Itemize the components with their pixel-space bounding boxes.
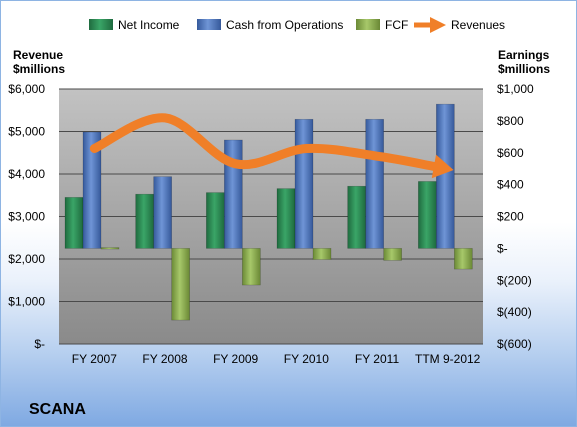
bar-fcf xyxy=(383,248,402,261)
right-tick-label: $600 xyxy=(497,146,524,160)
left-tick-label: $4,000 xyxy=(8,167,45,181)
legend-swatch-fcf xyxy=(356,19,380,30)
bar-cash-from-operations xyxy=(153,176,172,249)
bar-fcf xyxy=(242,248,261,286)
bar-net-income xyxy=(64,197,84,249)
gridlines xyxy=(59,88,483,345)
x-tick-label: TTM 9-2012 xyxy=(415,352,481,366)
left-axis-title-line1: Revenue xyxy=(13,48,63,62)
right-tick-label: $800 xyxy=(497,114,524,128)
company-title: SCANA xyxy=(29,401,86,418)
right-axis-ticks: $(600) $(400) $(200) $- $200 $400 $600 $800 $1,0… xyxy=(497,82,534,351)
right-tick-label: $(600) xyxy=(497,337,532,351)
left-tick-label: $5,000 xyxy=(8,125,45,139)
revenue-arrowhead xyxy=(431,154,454,179)
right-tick-label: $400 xyxy=(497,178,524,192)
x-axis-ticks: FY 2007 FY 2008 FY 2009 FY 2010 FY 2011 TTM 9… xyxy=(72,352,481,366)
right-axis-title-line1: Earnings xyxy=(498,48,550,62)
x-tick-label: FY 2008 xyxy=(142,352,187,366)
right-tick-label: $- xyxy=(497,241,508,255)
right-tick-label: $(400) xyxy=(497,305,532,319)
left-axis-ticks: $- $1,000 $2,000 $3,000 $4,000 $5,000 $6,000 xyxy=(8,82,45,351)
legend-swatch-cash-from-operations xyxy=(197,19,221,30)
x-tick-label: FY 2007 xyxy=(72,352,117,366)
legend: Net Income Cash from Operations FCF Reve… xyxy=(89,17,505,33)
x-tick-label: FY 2011 xyxy=(355,352,400,366)
bar-net-income xyxy=(135,193,154,249)
legend-label-net-income: Net Income xyxy=(118,18,180,32)
legend-label-cash-from-operations: Cash from Operations xyxy=(226,18,343,32)
bar-fcf xyxy=(454,248,473,270)
bar-fcf xyxy=(100,247,120,250)
x-tick-label: FY 2010 xyxy=(284,352,329,366)
left-axis-title-line2: $millions xyxy=(13,62,65,76)
legend-label-revenues: Revenues xyxy=(451,18,505,32)
bar-cash-from-operations xyxy=(365,118,384,249)
legend-swatch-net-income xyxy=(89,19,113,30)
revenue-curve xyxy=(89,113,439,171)
bar-cash-from-operations xyxy=(82,131,102,249)
bar-fcf xyxy=(312,248,332,260)
bar-net-income xyxy=(206,192,225,249)
left-tick-label: $6,000 xyxy=(8,82,45,96)
left-tick-label: $1,000 xyxy=(8,295,45,309)
revenue-line xyxy=(89,113,454,179)
bar-net-income xyxy=(347,185,366,249)
x-tick-label: FY 2009 xyxy=(213,352,258,366)
bar-net-income xyxy=(418,181,437,249)
legend-swatch-revenues xyxy=(414,17,446,33)
right-tick-label: $1,000 xyxy=(497,82,534,96)
bar-cash-from-operations xyxy=(436,103,455,249)
bar-fcf xyxy=(171,248,190,321)
bar-cash-from-operations xyxy=(294,118,314,249)
left-tick-label: $2,000 xyxy=(8,252,45,266)
right-axis-title-line2: $millions xyxy=(498,62,550,76)
right-tick-label: $(200) xyxy=(497,273,532,287)
left-tick-label: $3,000 xyxy=(8,210,45,224)
right-tick-label: $200 xyxy=(497,210,524,224)
bar-net-income xyxy=(276,188,296,249)
left-tick-label: $- xyxy=(34,337,45,351)
legend-label-fcf: FCF xyxy=(385,18,408,32)
